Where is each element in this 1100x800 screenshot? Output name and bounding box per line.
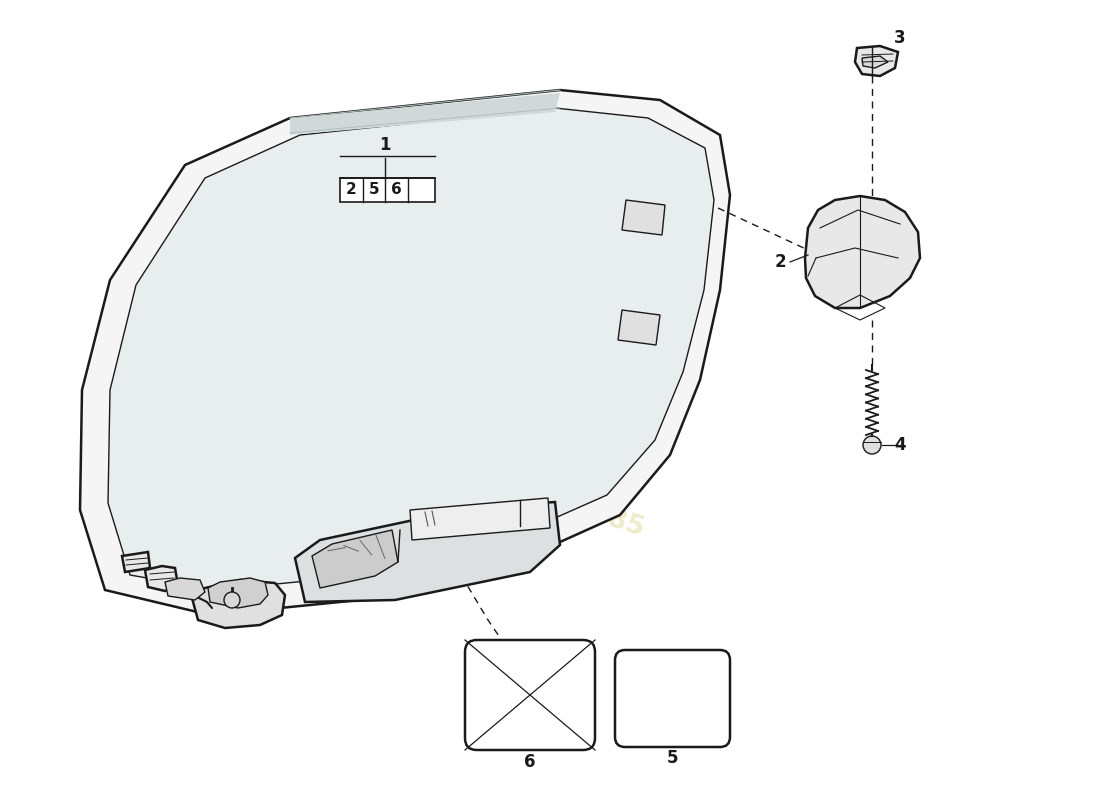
FancyBboxPatch shape bbox=[615, 650, 730, 747]
Polygon shape bbox=[108, 108, 714, 590]
Polygon shape bbox=[621, 200, 665, 235]
FancyBboxPatch shape bbox=[465, 640, 595, 750]
Text: 6: 6 bbox=[525, 753, 536, 771]
Polygon shape bbox=[122, 552, 150, 572]
Text: 1: 1 bbox=[379, 136, 390, 154]
Polygon shape bbox=[410, 498, 550, 540]
Text: 2: 2 bbox=[774, 253, 785, 271]
Polygon shape bbox=[618, 310, 660, 345]
FancyBboxPatch shape bbox=[340, 178, 434, 202]
Polygon shape bbox=[805, 196, 920, 308]
Polygon shape bbox=[165, 578, 205, 600]
Polygon shape bbox=[295, 502, 560, 602]
Circle shape bbox=[224, 592, 240, 608]
Text: 2: 2 bbox=[345, 182, 356, 198]
Text: 4: 4 bbox=[894, 436, 905, 454]
Text: 5: 5 bbox=[368, 182, 379, 198]
Polygon shape bbox=[312, 530, 398, 588]
Polygon shape bbox=[145, 566, 178, 591]
Text: 6: 6 bbox=[390, 182, 402, 198]
Polygon shape bbox=[192, 580, 285, 628]
Text: 3: 3 bbox=[894, 29, 905, 47]
Text: a passion for parts since 1985: a passion for parts since 1985 bbox=[212, 378, 648, 542]
Polygon shape bbox=[208, 578, 268, 608]
Text: eurosports: eurosports bbox=[166, 329, 694, 411]
Polygon shape bbox=[80, 90, 730, 615]
Text: 5: 5 bbox=[667, 749, 678, 767]
Polygon shape bbox=[862, 56, 888, 68]
Circle shape bbox=[864, 436, 881, 454]
Polygon shape bbox=[290, 93, 560, 135]
Polygon shape bbox=[855, 46, 898, 76]
